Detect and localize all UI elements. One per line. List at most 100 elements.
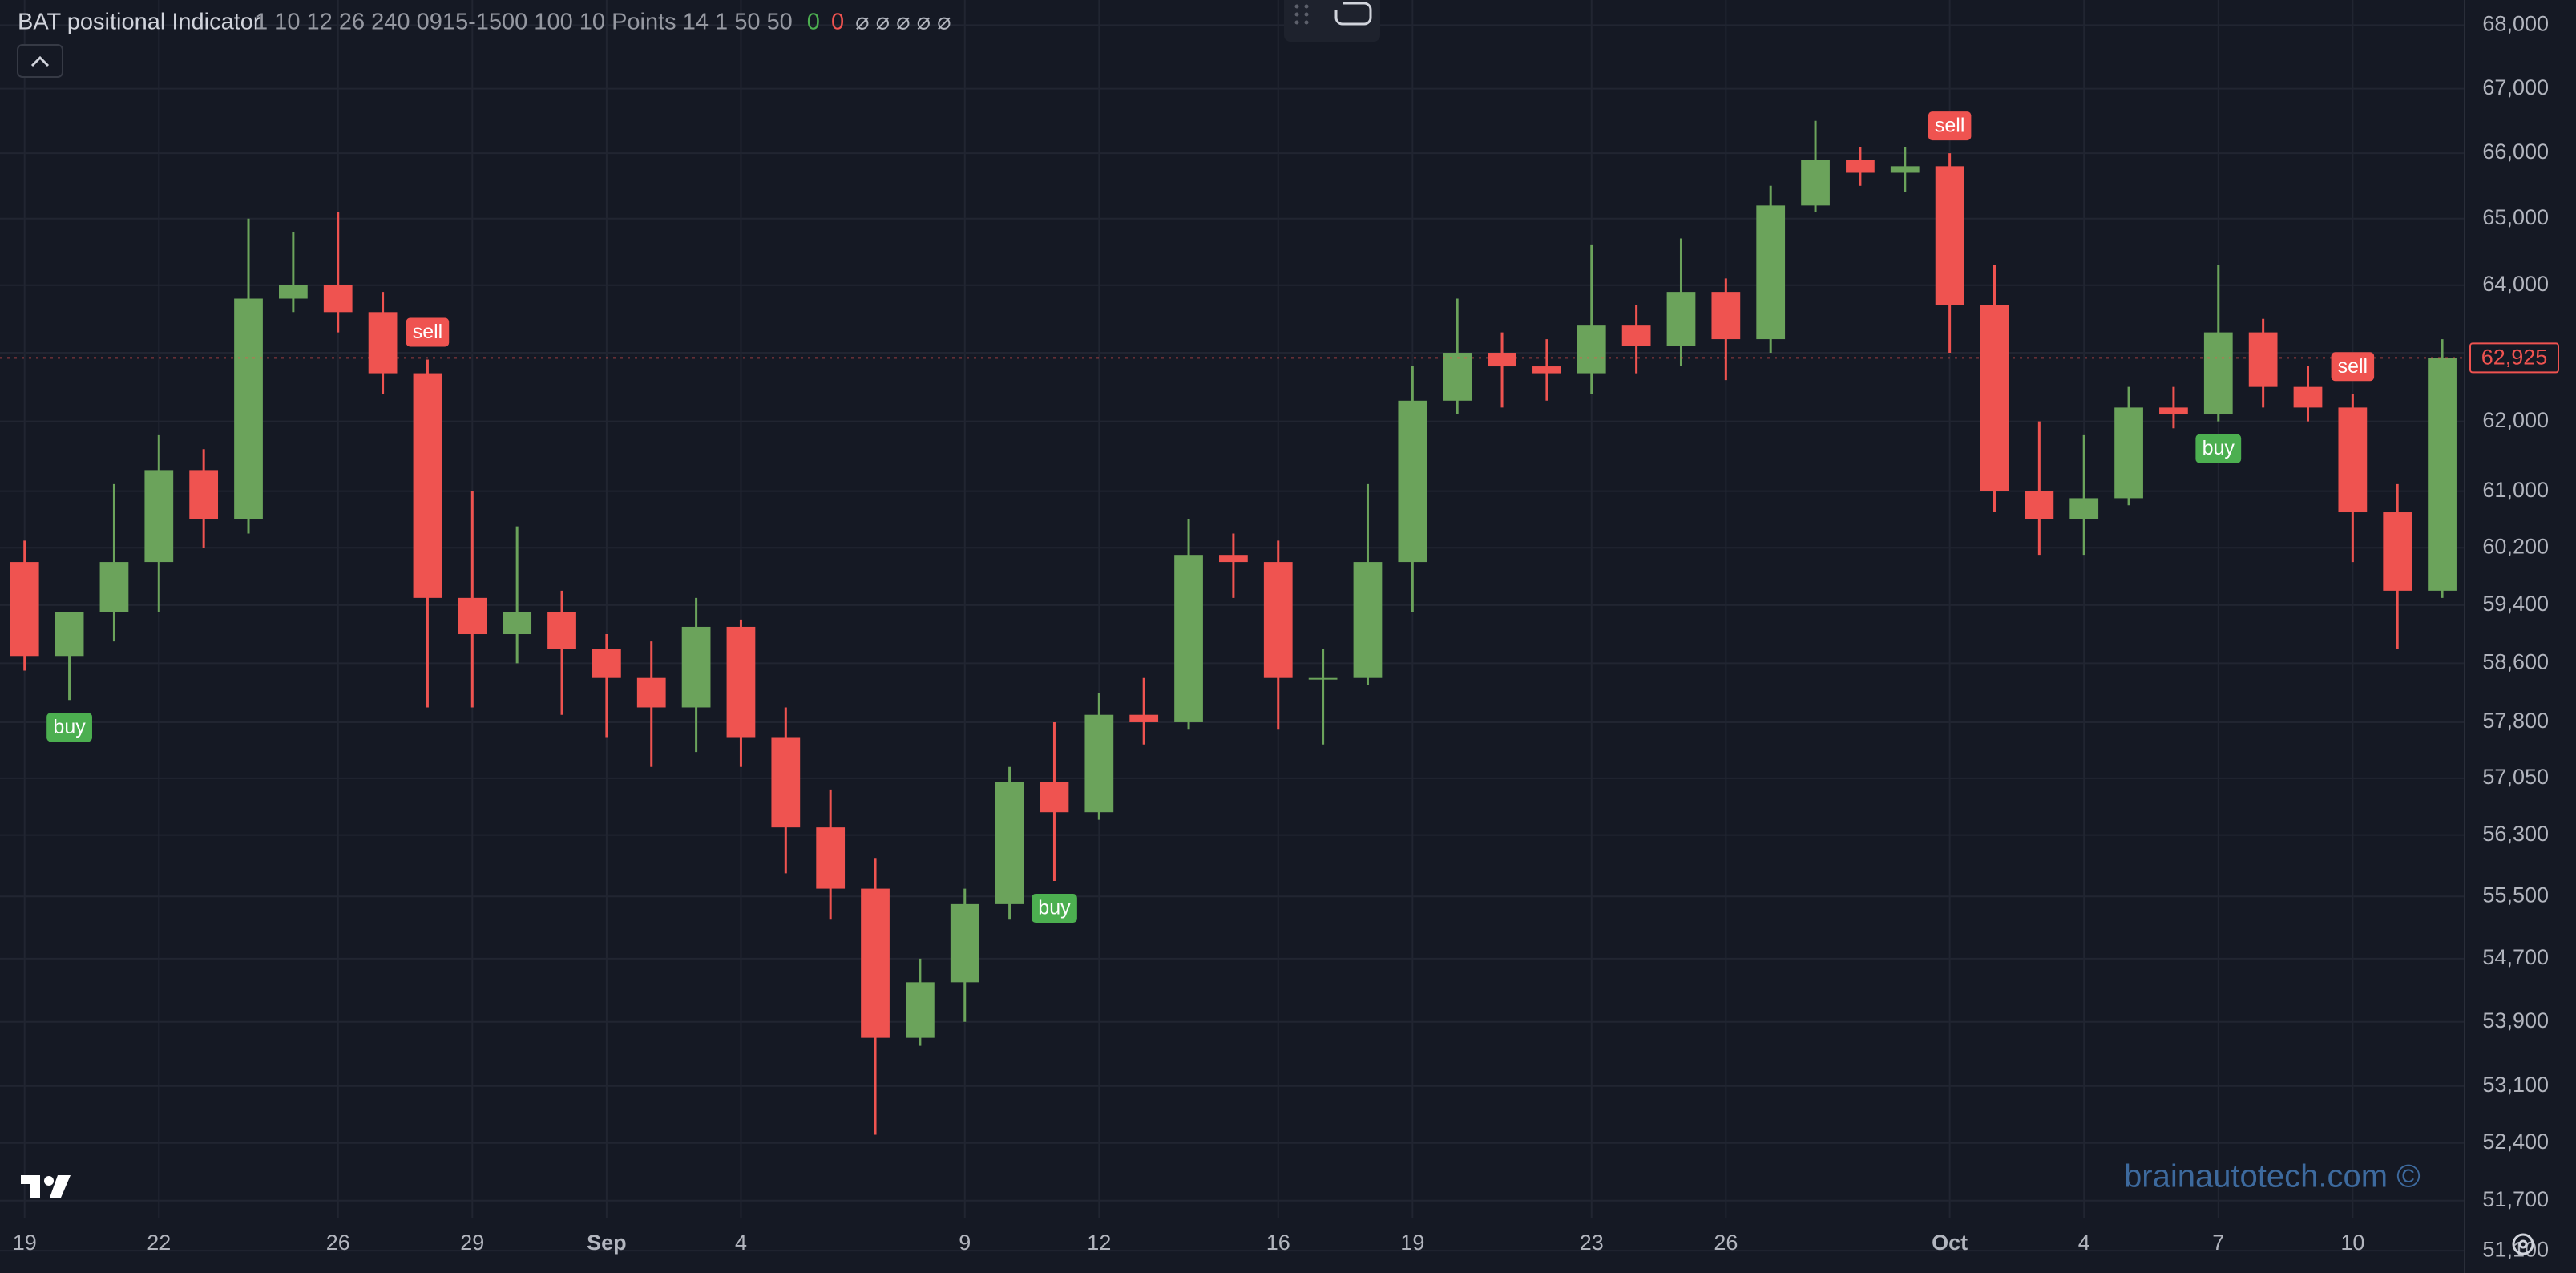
candle-body xyxy=(2069,498,2099,519)
x-tick-label: 7 xyxy=(2212,1231,2224,1255)
candle-body xyxy=(1532,366,1561,374)
x-tick-label: 12 xyxy=(1087,1231,1111,1255)
candle-body xyxy=(1084,714,1114,813)
settings-icon[interactable] xyxy=(2512,1233,2534,1255)
candle-body xyxy=(1666,292,1696,346)
status-value: 0 xyxy=(807,10,820,35)
x-tick-label: 19 xyxy=(13,1231,37,1255)
signal-badge xyxy=(2195,434,2242,463)
candle-body xyxy=(189,470,219,519)
candle-body xyxy=(1129,714,1159,722)
candle-body xyxy=(771,737,801,828)
candle-body xyxy=(1263,562,1293,678)
x-tick-label: 26 xyxy=(1714,1231,1738,1255)
candle-body xyxy=(1621,325,1651,346)
candle-body xyxy=(1398,400,1427,563)
candle-body xyxy=(995,782,1024,904)
x-tick-label: 4 xyxy=(735,1231,747,1255)
y-tick-label: 64,000 xyxy=(2482,272,2549,296)
candle-body xyxy=(1801,160,1830,206)
candle-body xyxy=(1890,166,1920,173)
candle-body xyxy=(1308,677,1338,680)
candle-body xyxy=(1174,555,1203,722)
y-tick-label: 52,400 xyxy=(2482,1130,2549,1154)
x-tick-label: 16 xyxy=(1266,1231,1290,1255)
candle-body xyxy=(681,626,711,708)
last-price-box xyxy=(2469,342,2559,374)
candles xyxy=(10,120,2457,1135)
candle-body xyxy=(2383,512,2412,591)
last-price-label: 62,925 xyxy=(2481,346,2548,370)
signal-badge xyxy=(2331,352,2375,382)
y-tick-label: 57,050 xyxy=(2482,765,2549,789)
x-tick-label: Oct xyxy=(1932,1231,1968,1255)
y-tick-label: 51,700 xyxy=(2482,1187,2549,1211)
candle-body xyxy=(278,285,308,299)
signal-label: sell xyxy=(1935,115,1965,137)
drag-handle[interactable] xyxy=(1294,4,1309,25)
candle-body xyxy=(503,612,532,635)
candle-body xyxy=(1935,166,1964,305)
y-tick-label: 61,000 xyxy=(2482,478,2549,502)
candle-body xyxy=(10,562,39,657)
y-tick-label: 54,700 xyxy=(2482,945,2549,969)
candle-body xyxy=(234,298,263,519)
signal-label: sell xyxy=(413,321,443,343)
candle-body xyxy=(1219,555,1248,563)
y-tick-label: 58,600 xyxy=(2482,650,2549,674)
y-tick-label: 60,200 xyxy=(2482,534,2549,558)
status: 0 0 ⌀ ⌀ ⌀ ⌀ ⌀ xyxy=(807,10,951,35)
y-tick-label: 53,900 xyxy=(2482,1008,2549,1033)
candle-body xyxy=(368,312,398,374)
candle-body xyxy=(2248,332,2278,387)
candle-body xyxy=(861,888,890,1038)
candle-body xyxy=(726,626,756,738)
candle-body xyxy=(2159,407,2188,415)
candle-body xyxy=(1846,160,1875,173)
candle-body xyxy=(1577,325,1606,374)
signal-badge xyxy=(406,317,450,347)
x-tick-label: 4 xyxy=(2078,1231,2090,1255)
indicator-params: 1 10 12 26 240 0915-1500 100 10 Points 1… xyxy=(255,10,793,35)
x-tick-label: 10 xyxy=(2340,1231,2364,1255)
signal-badge xyxy=(1928,111,1972,141)
status-value: 0 xyxy=(831,10,844,35)
candle-body xyxy=(2203,332,2233,415)
chart-title: BAT positional Indicator xyxy=(18,10,261,35)
overlay: 68,00067,00066,00065,00064,00063,00062,0… xyxy=(0,12,2559,1261)
grid xyxy=(0,0,2465,1252)
tradingview-logo xyxy=(21,1175,71,1198)
x-tick-label: Sep xyxy=(587,1231,627,1255)
candle-body xyxy=(144,470,174,563)
y-tick-label: 59,400 xyxy=(2482,592,2549,616)
candle-body xyxy=(1488,353,1516,367)
candle-body xyxy=(99,562,129,612)
x-tick-label: 19 xyxy=(1400,1231,1424,1255)
signal-label: buy xyxy=(53,716,86,738)
status-value: ⌀ ⌀ ⌀ ⌀ ⌀ xyxy=(855,10,951,35)
candle-body xyxy=(547,612,576,649)
y-tick-label: 65,000 xyxy=(2482,205,2549,229)
candle-body xyxy=(1756,205,1786,340)
y-tick-label: 62,000 xyxy=(2482,408,2549,432)
candle-body xyxy=(1040,782,1069,813)
collapse-button[interactable] xyxy=(17,44,63,78)
y-tick-label: 57,800 xyxy=(2482,709,2549,733)
comment-icon[interactable] xyxy=(1334,2,1372,26)
candle-body xyxy=(55,612,84,657)
watermark: brainautotech.com © xyxy=(2124,1159,2421,1194)
collapse-icon xyxy=(30,55,50,67)
candle-body xyxy=(636,677,666,708)
y-tick-label: 53,100 xyxy=(2482,1073,2549,1097)
x-tick-label: 9 xyxy=(959,1231,971,1255)
y-tick-label: 66,000 xyxy=(2482,139,2549,164)
signal-label: sell xyxy=(2338,355,2368,378)
x-tick-label: 23 xyxy=(1580,1231,1604,1255)
candle-body xyxy=(323,285,353,313)
signal-badge xyxy=(1032,893,1077,923)
y-tick-label: 67,000 xyxy=(2482,75,2549,99)
candle-body xyxy=(1711,292,1741,340)
signal-label: buy xyxy=(1038,897,1071,919)
